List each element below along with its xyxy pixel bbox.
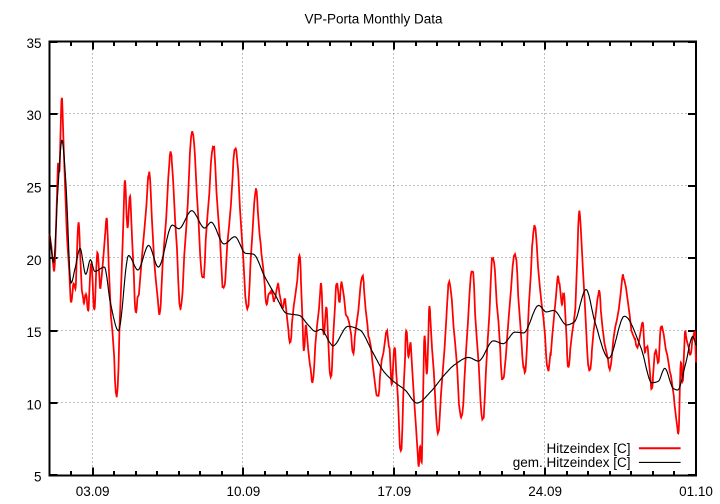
svg-text:03.09: 03.09 — [76, 484, 110, 499]
svg-text:25: 25 — [26, 181, 41, 196]
svg-text:24.09: 24.09 — [528, 484, 562, 499]
svg-text:35: 35 — [26, 36, 41, 51]
svg-text:01.10: 01.10 — [679, 484, 713, 499]
svg-text:20: 20 — [26, 253, 41, 268]
svg-text:10: 10 — [26, 397, 41, 412]
svg-text:Hitzeindex [C]: Hitzeindex [C] — [546, 441, 630, 456]
svg-text:15: 15 — [26, 325, 41, 340]
svg-text:30: 30 — [26, 108, 41, 123]
svg-text:5: 5 — [34, 470, 42, 485]
svg-text:10.09: 10.09 — [227, 484, 261, 499]
svg-text:VP-Porta Monthly Data: VP-Porta Monthly Data — [304, 12, 443, 27]
svg-text:gem. Hitzeindex [C]: gem. Hitzeindex [C] — [513, 455, 631, 470]
svg-text:17.09: 17.09 — [377, 484, 411, 499]
